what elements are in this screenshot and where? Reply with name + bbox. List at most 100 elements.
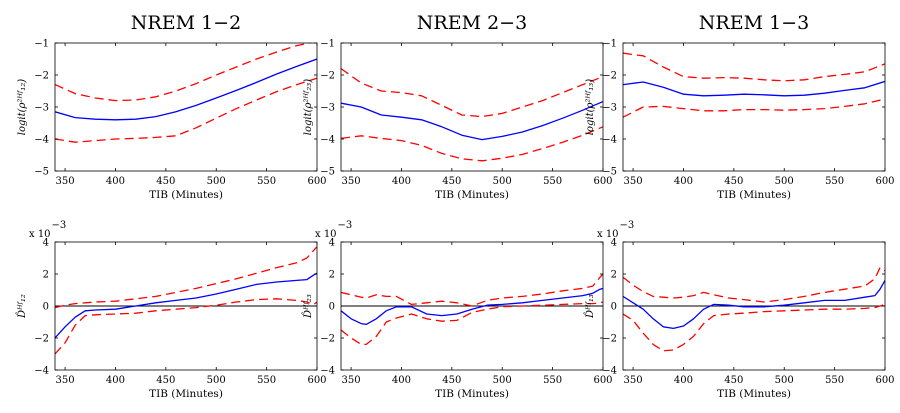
series-line-upper (55, 246, 317, 309)
y-tick-label: −3 (34, 103, 49, 114)
x-tick-label: 400 (392, 176, 411, 187)
exp-power: −3 (338, 220, 353, 231)
panel-title: NREM 1−2 (131, 12, 241, 34)
series-line-upper (341, 68, 603, 118)
exp-power: −3 (620, 220, 635, 231)
scale-exponent-label: x 10−3 (597, 220, 634, 240)
series-group (623, 52, 885, 118)
series-line-estimate (623, 280, 885, 330)
x-tick-label: 550 (257, 375, 276, 386)
series-group (341, 273, 603, 346)
x-tick-label: 350 (342, 375, 361, 386)
x-tick-label: 550 (257, 176, 276, 187)
exp-base: x 10 (29, 229, 51, 240)
series-line-upper (341, 273, 603, 307)
panel-title: NREM 2−3 (417, 12, 527, 34)
y-tick-label: 4 (329, 238, 335, 249)
x-tick-label: 450 (156, 176, 175, 187)
y-tick-label: −5 (602, 167, 617, 178)
y-tick-label: −1 (602, 39, 617, 50)
series-line-upper (55, 43, 313, 102)
series-line-lower (623, 98, 885, 118)
x-tick-label: 550 (825, 176, 844, 187)
series-line-lower (341, 301, 603, 346)
y-tick-label: −2 (34, 71, 49, 82)
y-tick-label: 4 (43, 238, 49, 249)
y-axis-label: logit(ρ²ᴴᶠ₁₃) (585, 79, 596, 135)
x-tick-label: 400 (106, 176, 125, 187)
y-tick-label: 2 (611, 270, 617, 281)
series-line-estimate (55, 58, 317, 121)
series-line-lower (55, 298, 317, 355)
y-tick-label: −5 (320, 167, 335, 178)
y-tick-label: −2 (320, 334, 335, 345)
y-axis-label: D̂ᴴᶠ₁₂ (16, 294, 28, 319)
x-tick-label: 400 (674, 176, 693, 187)
x-tick-label: 500 (207, 176, 226, 187)
x-tick-label: 400 (674, 375, 693, 386)
y-tick-label: −4 (320, 135, 335, 146)
y-tick-label: −2 (602, 334, 617, 345)
series-group (341, 68, 603, 162)
y-tick-label: −3 (602, 103, 617, 114)
x-axis-label: TIB (Minutes) (717, 189, 791, 201)
x-tick-label: 500 (775, 375, 794, 386)
exp-base: x 10 (315, 229, 337, 240)
x-axis-label: TIB (Minutes) (149, 189, 223, 201)
exp-base: x 10 (597, 229, 619, 240)
plot-frame (340, 42, 604, 172)
plot-frame (622, 42, 886, 172)
y-tick-label: −4 (602, 366, 617, 377)
chart-panel-5: 350 400 450 500 550 600 4 2 0 −2 −4 TIB (Minutes) D̂… (302, 220, 612, 400)
y-tick-label: 2 (43, 270, 49, 281)
x-tick-label: 600 (307, 375, 326, 386)
x-tick-label: 400 (106, 375, 125, 386)
y-axis-label: D̂ᴴᶠ₁₃ (584, 294, 596, 319)
scale-exponent-label: x 10−3 (29, 220, 66, 240)
series-line-upper (623, 266, 885, 303)
x-tick-label: 600 (593, 176, 612, 187)
x-tick-label: 350 (624, 176, 643, 187)
series-line-upper (623, 52, 885, 82)
panel-title: NREM 1−3 (699, 12, 809, 34)
y-tick-label: −4 (320, 366, 335, 377)
y-axis-label: D̂ᴴᶠ₂₃ (302, 294, 314, 319)
chart-panel-3: NREM 1−3 350 400 450 500 550 600 −1 −2 −3 −4 −5 TIB … (585, 12, 895, 201)
x-axis-label: TIB (Minutes) (435, 189, 509, 201)
y-tick-label: −4 (602, 135, 617, 146)
x-axis-label: TIB (Minutes) (149, 388, 223, 400)
x-tick-label: 600 (593, 375, 612, 386)
y-tick-label: −4 (34, 135, 49, 146)
y-tick-label: −5 (34, 167, 49, 178)
y-tick-label: −1 (34, 39, 49, 50)
x-tick-label: 500 (493, 176, 512, 187)
series-line-estimate (55, 272, 317, 339)
chart-panel-6: 350 400 450 500 550 600 4 2 0 −2 −4 TIB (Minutes) D̂… (584, 220, 894, 400)
x-tick-label: 450 (724, 176, 743, 187)
x-tick-label: 450 (442, 176, 461, 187)
chart-panel-4: 350 400 450 500 550 600 4 2 0 −2 −4 TIB (Minutes) D̂… (16, 220, 326, 400)
chart-panel-1: NREM 1−2 350 400 450 500 550 600 −1 −2 −3 −4 −5 TIB … (17, 12, 327, 201)
y-tick-label: 0 (329, 302, 335, 313)
x-tick-label: 350 (624, 375, 643, 386)
series-line-lower (55, 77, 317, 143)
x-tick-label: 500 (775, 176, 794, 187)
y-tick-label: 4 (611, 238, 617, 249)
x-tick-label: 550 (543, 176, 562, 187)
y-tick-label: 0 (611, 302, 617, 313)
plot-frame (54, 42, 318, 172)
y-axis-label: logit(ρ²ᴴᶠ₁₂) (17, 79, 28, 135)
x-tick-label: 350 (342, 176, 361, 187)
x-tick-label: 600 (875, 176, 894, 187)
exp-power: −3 (52, 220, 67, 231)
y-tick-label: −2 (320, 71, 335, 82)
y-axis-label: logit(ρ²ᴴᶠ₂₃) (303, 79, 314, 135)
x-tick-label: 450 (156, 375, 175, 386)
series-line-lower (341, 126, 603, 162)
y-tick-label: −3 (320, 103, 335, 114)
x-tick-label: 600 (875, 375, 894, 386)
y-tick-label: −1 (320, 39, 335, 50)
x-axis-label: TIB (Minutes) (435, 388, 509, 400)
y-tick-label: −2 (34, 334, 49, 345)
series-line-estimate (341, 287, 603, 326)
